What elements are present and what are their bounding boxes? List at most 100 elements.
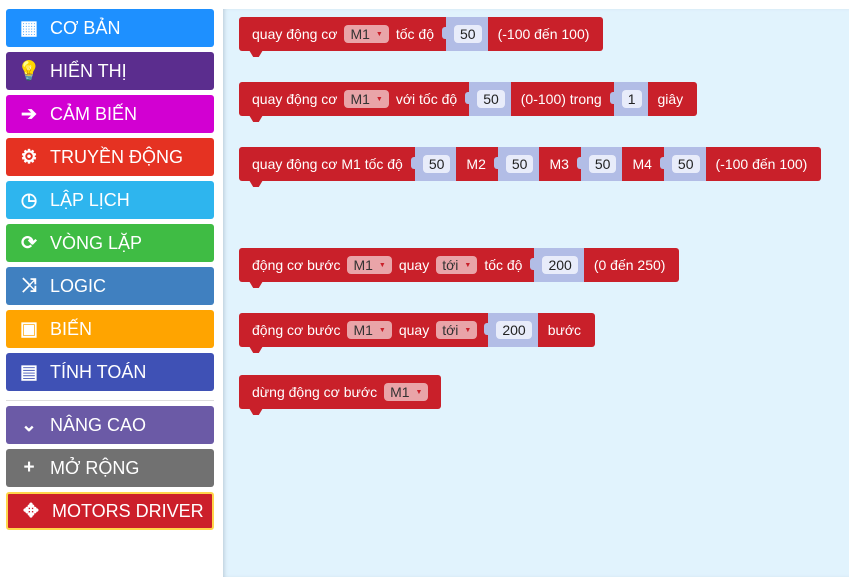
- toolbox-divider: [6, 400, 214, 401]
- blocks-workspace[interactable]: quay động cơ M1 ▼ tốc độ 50 (-100 đến 100) qua…: [223, 9, 849, 577]
- category-label: CƠ BẢN: [50, 17, 121, 38]
- category-label: HIỂN THỊ: [50, 60, 127, 81]
- number-input-block: 50: [465, 82, 511, 116]
- number-field[interactable]: 50: [588, 155, 617, 173]
- refresh-icon: ⟳: [21, 232, 37, 254]
- motor-block[interactable]: quay động cơ M1 ▼ với tốc độ 50 (0-100) trong…: [239, 82, 698, 116]
- category-lập-lịch[interactable]: ◷ LẬP LỊCH: [6, 181, 214, 219]
- save-icon: ▣: [20, 318, 38, 340]
- block-label: tốc độ: [395, 26, 434, 42]
- number-field[interactable]: 50: [454, 25, 482, 43]
- plus-icon: +: [23, 457, 35, 478]
- dropdown-arrow-icon: ▼: [464, 326, 472, 334]
- dropdown-value: M1: [350, 26, 370, 42]
- block-label: dừng động cơ bước: [252, 384, 378, 400]
- motor-block[interactable]: quay động cơ M1 tốc độ 50 M2 50 M3 50 M4 50 (-10…: [239, 147, 822, 181]
- category-cơ-bản[interactable]: ▦ CƠ BẢN: [6, 9, 214, 47]
- motor-block[interactable]: quay động cơ M1 ▼ tốc độ 50 (-100 đến 100): [239, 17, 604, 51]
- number-input-block: 200: [530, 248, 584, 282]
- block-label: quay động cơ M1 tốc độ: [252, 156, 403, 172]
- block-dropdown[interactable]: M1 ▼: [344, 90, 389, 108]
- dropdown-value: M1: [350, 91, 370, 107]
- number-input-block: 50: [442, 17, 488, 51]
- dropdown-arrow-icon: ▼: [464, 261, 472, 269]
- category-tính-toán[interactable]: ▤ TÍNH TOÁN: [6, 353, 214, 391]
- number-field[interactable]: 1: [621, 90, 642, 108]
- category-label: TRUYỀN ĐỘNG: [50, 146, 184, 167]
- category-label: MỞ RỘNG: [50, 457, 140, 478]
- grid-icon: ▦: [20, 17, 38, 39]
- category-cảm-biến[interactable]: ➔ CẢM BIẾN: [6, 95, 214, 133]
- number-input-block: 50: [410, 147, 457, 181]
- number-field[interactable]: 50: [477, 90, 505, 108]
- dropdown-arrow-icon: ▼: [378, 326, 386, 334]
- category-label: BIẾN: [50, 318, 93, 339]
- number-input-block: 1: [609, 82, 648, 116]
- shuffle-icon: ⤨: [21, 275, 37, 296]
- category-label: MOTORS DRIVER: [52, 500, 204, 521]
- category-biến[interactable]: ▣ BIẾN: [6, 310, 214, 348]
- category-mở-rộng[interactable]: + MỞ RỘNG: [6, 449, 214, 487]
- number-input-block: 50: [659, 147, 706, 181]
- block-dropdown[interactable]: M1 ▼: [347, 321, 392, 339]
- dropdown-arrow-icon: ▼: [378, 261, 386, 269]
- block-label: động cơ bước: [252, 257, 341, 273]
- motor-block[interactable]: dừng động cơ bước M1 ▼: [239, 375, 442, 409]
- block-dropdown[interactable]: tới ▼: [436, 256, 478, 274]
- lightbulb-icon: 💡: [17, 61, 41, 82]
- number-field[interactable]: 50: [422, 155, 451, 173]
- number-field[interactable]: 200: [542, 256, 578, 274]
- category-hiển-thị[interactable]: 💡 HIỂN THỊ: [6, 52, 214, 90]
- dropdown-arrow-icon: ▼: [375, 95, 383, 103]
- category-truyền-động[interactable]: ⚙ TRUYỀN ĐỘNG: [6, 138, 214, 176]
- dropdown-arrow-icon: ▼: [375, 30, 383, 38]
- category-logic[interactable]: ⤨ LOGIC: [6, 267, 214, 305]
- block-dropdown[interactable]: tới ▼: [436, 321, 478, 339]
- block-label: M4: [632, 156, 652, 172]
- category-motors-driver[interactable]: ✥ MOTORS DRIVER: [6, 492, 214, 530]
- block-label: với tốc độ: [395, 91, 458, 107]
- motor-block[interactable]: động cơ bước M1 ▼ quay tới ▼ tốc độ 200 (0 đến 2…: [239, 248, 680, 282]
- category-nâng-cao[interactable]: ⌄ NÂNG CAO: [6, 406, 214, 444]
- number-field[interactable]: 50: [671, 155, 700, 173]
- calculator-icon: ▤: [20, 361, 38, 383]
- block-label: bước: [547, 322, 582, 338]
- dropdown-value: M1: [353, 257, 373, 273]
- number-field[interactable]: 50: [505, 155, 534, 173]
- number-input-block: 50: [576, 147, 623, 181]
- motor-block[interactable]: động cơ bước M1 ▼ quay tới ▼ 200 bước: [239, 313, 596, 347]
- dropdown-value: tới: [442, 322, 459, 338]
- chevron-down-icon: ⌄: [21, 414, 37, 436]
- dropdown-value: M1: [390, 384, 410, 400]
- gears-icon: ⚙: [20, 146, 38, 168]
- category-vòng-lặp[interactable]: ⟳ VÒNG LẶP: [6, 224, 214, 262]
- block-dropdown[interactable]: M1 ▼: [347, 256, 392, 274]
- dropdown-arrow-icon: ▼: [415, 388, 423, 396]
- block-dropdown[interactable]: M1 ▼: [384, 383, 429, 401]
- category-label: CẢM BIẾN: [50, 103, 138, 124]
- number-input-block: 50: [493, 147, 540, 181]
- block-dropdown[interactable]: M1 ▼: [344, 25, 389, 43]
- block-label: M2: [466, 156, 486, 172]
- block-label: quay động cơ: [252, 26, 338, 42]
- category-label: VÒNG LẶP: [50, 232, 143, 253]
- clock-icon: ◷: [20, 189, 38, 211]
- block-label: (-100 đến 100): [715, 156, 808, 172]
- block-label: động cơ bước: [252, 322, 341, 338]
- block-label: giây: [657, 91, 684, 107]
- block-label: M3: [549, 156, 569, 172]
- block-label: quay động cơ: [252, 91, 338, 107]
- number-field[interactable]: 200: [496, 321, 532, 339]
- dropdown-value: M1: [353, 322, 373, 338]
- toolbox-sidebar: ▦ CƠ BẢN 💡 HIỂN THỊ ➔ CẢM BIẾN ⚙ TRUYỀN ĐỘNG ◷ LẬ…: [0, 0, 222, 577]
- number-input-block: 200: [484, 313, 538, 347]
- move-icon: ✥: [23, 500, 39, 522]
- block-label: (-100 đến 100): [497, 26, 590, 42]
- sign-in-icon: ➔: [21, 103, 37, 125]
- block-label: quay: [398, 322, 430, 338]
- block-label: (0 đến 250): [593, 257, 666, 273]
- block-label: quay: [398, 257, 430, 273]
- category-label: NÂNG CAO: [50, 414, 147, 435]
- category-label: TÍNH TOÁN: [50, 361, 147, 382]
- dropdown-value: tới: [442, 257, 459, 273]
